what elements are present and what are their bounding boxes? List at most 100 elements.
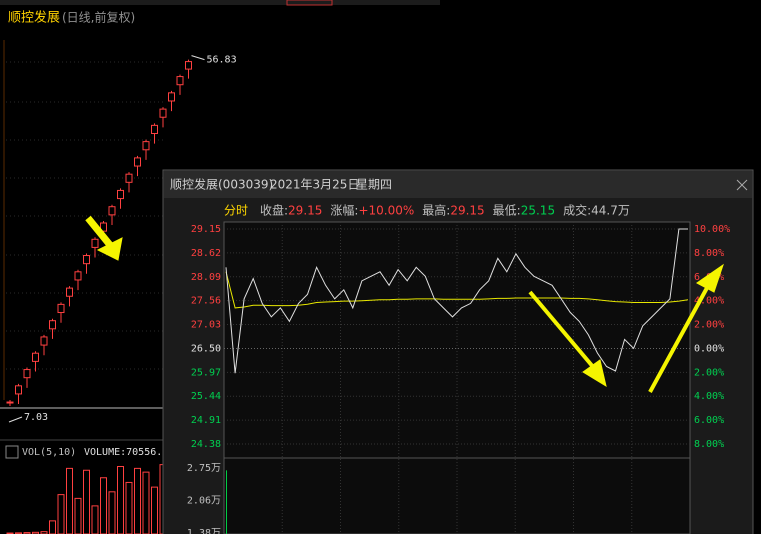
y-tick-label: 25.44 xyxy=(191,391,221,402)
y-tick-label: 27.56 xyxy=(191,296,221,307)
popup-header xyxy=(164,171,752,198)
stat-value: 29.15 xyxy=(450,204,484,218)
volume-bar xyxy=(142,471,150,534)
stat-label: 成交: xyxy=(563,203,591,218)
candle xyxy=(32,352,39,362)
volume-bar xyxy=(40,531,48,534)
arrow xyxy=(648,285,710,393)
volume-bar xyxy=(91,505,99,534)
popup-title: 顺控发展(003039) xyxy=(170,177,273,192)
y2-tick-label: 4.00% xyxy=(694,391,724,402)
y2-tick-label: 6.00% xyxy=(694,415,724,426)
y-tick-label: 26.50 xyxy=(191,343,221,354)
average-line xyxy=(225,271,689,309)
y-tick-label: 24.38 xyxy=(191,439,221,450)
toolbar xyxy=(0,0,440,5)
volume-bar xyxy=(100,477,107,534)
close-button[interactable] xyxy=(736,179,748,191)
daily-chart: 56.83 7.03 xyxy=(6,55,237,534)
arrow-head xyxy=(96,237,123,261)
candle xyxy=(15,385,22,395)
y2-tick-label: 10.00% xyxy=(694,224,730,235)
candle xyxy=(168,92,175,102)
candle xyxy=(83,255,90,265)
candle xyxy=(91,238,99,248)
vol-label: VOLUME:70556. xyxy=(84,447,162,458)
volume-bar xyxy=(83,469,90,534)
vol-tick-label: 2.75万 xyxy=(187,463,221,474)
y-tick-label: 28.09 xyxy=(191,272,221,283)
y-tick-label: 27.03 xyxy=(191,320,221,331)
y2-tick-label: 8.00% xyxy=(694,248,724,259)
candle xyxy=(6,401,14,404)
y-tick-label: 28.62 xyxy=(191,248,221,259)
y2-tick-label: 4.00% xyxy=(694,296,724,307)
active-tab xyxy=(286,0,333,6)
arrow xyxy=(528,290,596,370)
mode-tab[interactable]: 分时 xyxy=(224,204,248,218)
y2-tick-label: 2.00% xyxy=(694,367,724,378)
stat-value: 25.15 xyxy=(521,204,555,218)
candle xyxy=(100,222,107,232)
y2-tick-label: 0.00% xyxy=(694,343,724,354)
volume-bar xyxy=(134,467,141,534)
stat-label: 涨幅: xyxy=(330,203,358,218)
stat-label: 最低: xyxy=(493,204,521,218)
annotation-arrows xyxy=(85,215,724,393)
volume-bar xyxy=(117,466,124,534)
volume-bar xyxy=(108,491,116,534)
volume-bar xyxy=(57,494,65,534)
volume-bar xyxy=(49,520,56,534)
y-tick-label: 25.97 xyxy=(191,367,221,378)
vol-indicator: VOL(5,10) xyxy=(22,447,76,458)
pointer xyxy=(191,55,205,61)
vol-tick-label: 1.38万 xyxy=(187,528,221,534)
intraday-chart: 收盘: 29.15 涨幅: +10.00% 最高: 29.15 最低: 25.15 成交: 44.… xyxy=(187,203,730,534)
candle xyxy=(142,141,150,151)
arrow-head xyxy=(582,359,607,388)
volume-bar xyxy=(226,470,227,534)
high-label: 56.83 xyxy=(207,55,237,66)
arrow xyxy=(85,215,113,248)
stat-value: 29.15 xyxy=(288,204,322,218)
popup-weekday: 星期四 xyxy=(356,178,392,192)
volume-bar xyxy=(15,532,22,534)
volume-bar xyxy=(151,486,158,534)
y2-tick-label: 2.00% xyxy=(694,320,724,331)
stat-label: 收盘: xyxy=(260,203,288,218)
candle xyxy=(151,124,158,135)
candle xyxy=(66,287,73,297)
stock-title: 顺控发展 xyxy=(8,10,60,26)
volume-bar xyxy=(74,497,82,534)
volume-bar xyxy=(125,481,133,534)
stat-label: 最高: xyxy=(422,203,450,218)
arrow-head xyxy=(696,263,724,293)
candle xyxy=(23,369,31,379)
candle xyxy=(74,271,82,281)
candle xyxy=(117,189,124,200)
y-tick-label: 24.91 xyxy=(191,415,221,426)
y-tick-label: 29.15 xyxy=(191,224,221,235)
candle xyxy=(176,76,184,86)
stat-value: +10.00% xyxy=(358,204,414,218)
y2-tick-label: 8.00% xyxy=(694,439,724,450)
candle xyxy=(159,108,167,118)
vol-tick-label: 2.06万 xyxy=(187,496,221,507)
candle xyxy=(185,61,192,70)
candle xyxy=(40,336,48,346)
candle xyxy=(125,173,133,183)
candle xyxy=(134,157,141,167)
stat-value: 44.7万 xyxy=(591,204,630,218)
pointer xyxy=(8,416,23,423)
candle xyxy=(49,320,56,330)
price-line xyxy=(225,228,688,374)
candle xyxy=(108,206,116,216)
volume-bar xyxy=(32,531,39,534)
low-label: 7.03 xyxy=(24,412,48,423)
volume-bar xyxy=(66,467,73,534)
candle xyxy=(57,303,65,314)
help-box xyxy=(5,445,19,459)
popup-date: 2021年3月25日 xyxy=(270,178,359,192)
